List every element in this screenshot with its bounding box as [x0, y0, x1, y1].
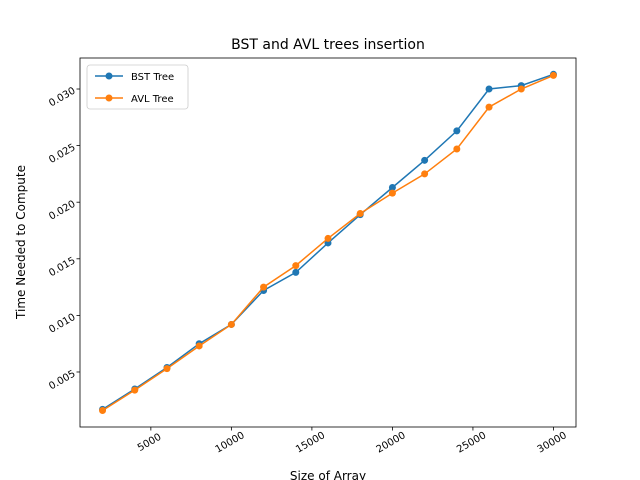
data-point — [453, 127, 461, 135]
data-point — [324, 234, 332, 242]
plot-frame — [79, 57, 577, 428]
legend-label: AVL Tree — [131, 94, 174, 105]
y-tick-label: 0.030 — [47, 86, 77, 110]
x-tick-label: 15000 — [294, 430, 327, 455]
y-tick-label: 0.020 — [47, 199, 77, 223]
x-axis-label: Size of Array — [290, 469, 366, 480]
legend-marker — [105, 72, 113, 80]
legend-marker — [105, 94, 113, 102]
x-tick-label: 20000 — [375, 430, 408, 455]
data-point — [99, 406, 107, 414]
data-point — [260, 283, 268, 291]
legend-label: BST Tree — [131, 72, 174, 83]
data-point — [292, 262, 300, 270]
data-point — [292, 268, 300, 276]
data-point — [131, 386, 139, 394]
data-point — [453, 145, 461, 153]
data-point — [549, 71, 557, 79]
y-tick-label: 0.015 — [47, 255, 77, 279]
data-point — [421, 156, 429, 164]
x-tick-label: 30000 — [536, 430, 569, 455]
x-tick-label: 5000 — [136, 432, 164, 454]
data-point — [485, 103, 493, 111]
x-tick-label: 10000 — [214, 430, 247, 455]
data-point — [517, 85, 525, 93]
data-point — [356, 210, 364, 218]
data-point — [421, 170, 429, 178]
chart-title: BST and AVL trees insertion — [231, 37, 425, 53]
data-point — [485, 85, 493, 93]
x-tick-label: 25000 — [455, 430, 488, 455]
y-tick-label: 0.010 — [47, 312, 77, 336]
data-point — [195, 342, 203, 350]
data-point — [388, 183, 396, 191]
data-point — [388, 189, 396, 197]
data-point — [163, 365, 171, 373]
y-tick-label: 0.005 — [47, 369, 77, 393]
data-point — [227, 320, 235, 328]
y-axis-label: Time Needed to Compute — [14, 165, 28, 320]
y-tick-label: 0.025 — [47, 142, 77, 166]
